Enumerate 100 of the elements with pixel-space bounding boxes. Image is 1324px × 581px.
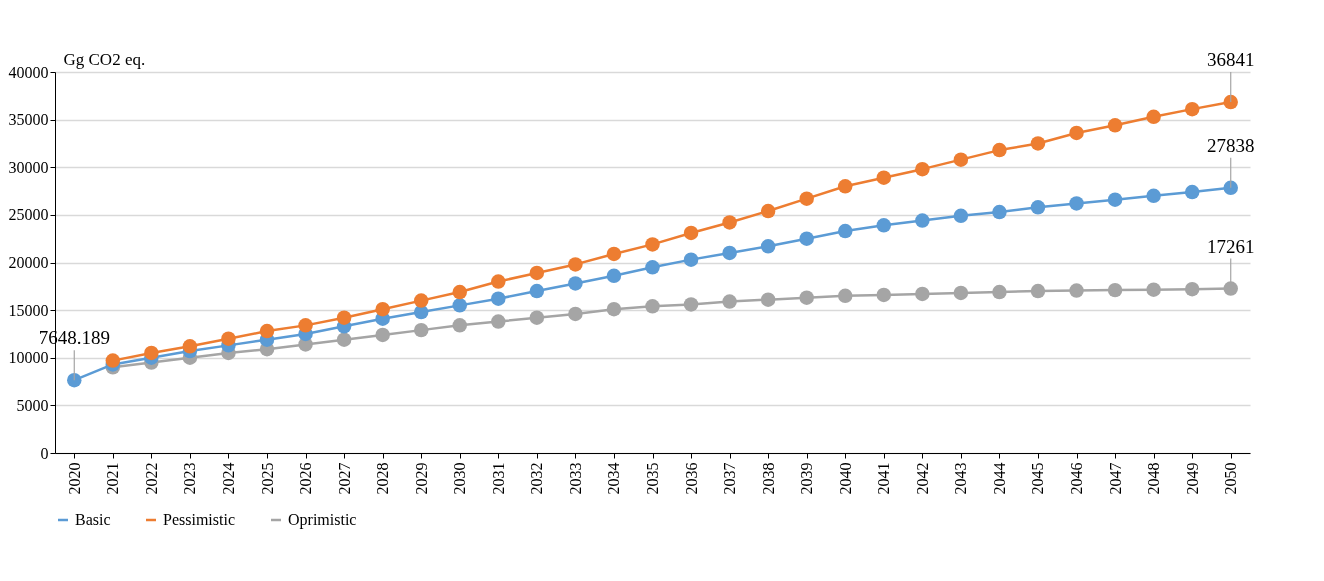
x-tick-label: 2048 <box>1145 462 1163 495</box>
point <box>1184 101 1200 117</box>
x-tick-label: 2027 <box>335 462 353 495</box>
x-tick-label: 2029 <box>412 462 430 495</box>
x-tick-label: 2042 <box>913 462 931 495</box>
point <box>722 215 737 230</box>
x-tick-label: 2022 <box>142 462 160 495</box>
x-tick-label: 2033 <box>566 462 584 495</box>
point <box>722 245 737 261</box>
point <box>992 204 1007 220</box>
x-tick-label: 2044 <box>990 462 1008 495</box>
point <box>1107 118 1123 133</box>
point <box>915 286 930 302</box>
point <box>1107 282 1123 298</box>
point <box>1223 94 1238 110</box>
point <box>182 339 198 354</box>
y-tick-label: 5000 <box>16 396 49 414</box>
data-label: 17261 <box>1206 235 1255 257</box>
point <box>1030 136 1046 151</box>
point <box>683 225 699 241</box>
point <box>298 318 313 333</box>
point <box>645 237 660 252</box>
point <box>915 213 930 228</box>
x-tick-label: 2028 <box>374 462 392 495</box>
y-tick-label: 15000 <box>8 301 49 319</box>
point <box>1223 281 1238 296</box>
point <box>67 372 82 388</box>
point <box>760 203 776 219</box>
point <box>799 231 814 246</box>
point <box>838 288 853 304</box>
point <box>838 223 853 239</box>
point <box>953 208 969 224</box>
point <box>1184 281 1200 297</box>
point <box>413 293 429 308</box>
point <box>1030 283 1046 299</box>
point <box>799 290 814 305</box>
x-tick-label: 2026 <box>297 462 315 495</box>
point <box>491 314 506 329</box>
x-tick-label: 2050 <box>1222 462 1240 495</box>
y-tick-label: 20000 <box>8 254 49 271</box>
point <box>683 252 699 267</box>
point <box>221 331 236 346</box>
x-tick-label: 2025 <box>258 462 276 495</box>
x-tick-label: 2037 <box>721 462 739 495</box>
point <box>915 161 930 177</box>
point <box>105 353 121 368</box>
point <box>375 327 390 343</box>
point <box>645 299 660 314</box>
point <box>568 306 583 322</box>
data-label: 27838 <box>1206 134 1255 156</box>
x-tick-label: 2035 <box>644 462 661 495</box>
point <box>722 294 737 309</box>
point <box>1223 180 1238 196</box>
x-tick-label: 2047 <box>1106 462 1124 495</box>
point <box>992 284 1007 300</box>
x-tick-label: 2021 <box>104 462 122 495</box>
data-label: 36841 <box>1206 49 1255 71</box>
point <box>336 310 352 325</box>
x-tick-label: 2046 <box>1068 462 1086 495</box>
x-tick-label: 2043 <box>952 462 970 495</box>
x-tick-label: 2038 <box>759 462 777 495</box>
legend-label: Oprimistic <box>288 511 357 529</box>
point <box>683 297 699 312</box>
y-tick-label: 10000 <box>8 349 49 367</box>
point <box>760 239 776 254</box>
point <box>1146 109 1161 124</box>
point <box>529 283 545 299</box>
y-tick-label: 25000 <box>8 206 49 224</box>
point <box>1069 196 1084 211</box>
point <box>606 301 622 317</box>
x-tick-label: 2023 <box>181 462 199 495</box>
x-tick-label: 2020 <box>65 462 83 495</box>
point <box>953 285 969 301</box>
y-tick-label: 30000 <box>8 158 49 176</box>
point <box>568 276 583 291</box>
point <box>1184 184 1200 200</box>
x-tick-label: 2032 <box>528 462 546 495</box>
y-tick-label: 35000 <box>8 111 49 129</box>
legend-label: Basic <box>75 511 111 528</box>
y-tick-label: 40000 <box>8 63 49 81</box>
legend-label: Pessimistic <box>163 511 236 528</box>
point <box>375 301 390 317</box>
point <box>259 323 275 339</box>
point <box>876 287 892 303</box>
point <box>491 274 506 289</box>
point <box>953 152 969 167</box>
point <box>529 310 545 325</box>
point <box>1146 188 1161 204</box>
point <box>760 292 776 307</box>
point <box>529 265 545 281</box>
point <box>491 291 506 306</box>
x-tick-label: 2040 <box>836 462 854 495</box>
point <box>1069 283 1084 298</box>
point <box>876 170 892 185</box>
point <box>799 191 814 206</box>
x-tick-label: 2034 <box>605 462 623 495</box>
point <box>606 246 622 262</box>
point <box>992 142 1007 158</box>
x-tick-label: 2041 <box>875 462 893 495</box>
point <box>1069 125 1084 141</box>
